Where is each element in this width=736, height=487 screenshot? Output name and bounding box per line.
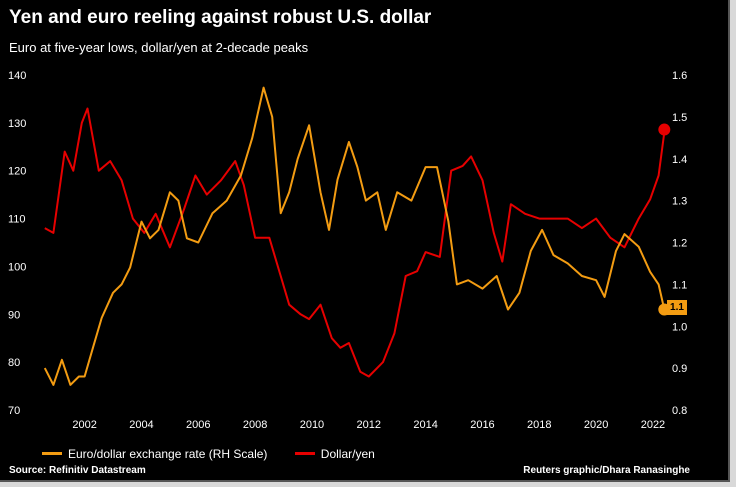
x-tick-label: 2022	[641, 419, 665, 431]
y-right-tick-label: 1.1	[672, 279, 687, 291]
y-left-tick-label: 100	[8, 261, 26, 273]
eurusd-series-line	[43, 86, 666, 386]
y-right-tick-label: 1.3	[672, 196, 687, 208]
legend-item-usdjpy: Dollar/yen	[294, 446, 375, 461]
x-tick-label: 2002	[72, 419, 96, 431]
x-tick-label: 2004	[129, 419, 153, 431]
legend-swatch-eurusd	[42, 452, 62, 455]
y-right-tick-label: 0.9	[672, 363, 687, 375]
x-tick-label: 2018	[527, 419, 551, 431]
chart-subtitle: Euro at five-year lows, dollar/yen at 2-…	[9, 40, 309, 55]
y-right-tick-label: 0.8	[672, 405, 687, 417]
x-axis: 2002 2004 2006 2008 2010 2012 2014 2016 2018 2020…	[72, 419, 665, 431]
source-note: Source: Refinitiv Datastream	[9, 465, 146, 476]
y-left-tick-label: 110	[8, 214, 26, 226]
y-left-tick-label: 140	[8, 70, 26, 82]
y-left-tick-label: 120	[8, 166, 26, 178]
x-tick-label: 2006	[186, 419, 210, 431]
legend: Euro/dollar exchange rate (RH Scale) Dol…	[42, 444, 399, 461]
right-axis: 0.8 0.9 1.0 1.1 1.2 1.3 1.4 1.5 1.6	[672, 70, 687, 417]
usdjpy-end-marker	[658, 123, 671, 136]
credit-note: Reuters graphic/Dhara Ranasinghe	[523, 465, 690, 476]
y-right-tick-label: 1.2	[672, 238, 687, 250]
legend-swatch-usdjpy	[294, 452, 315, 455]
x-tick-label: 2012	[357, 419, 381, 431]
x-tick-label: 2010	[300, 419, 324, 431]
x-tick-label: 2014	[413, 419, 437, 431]
eurusd-last-value-badge: 1.1	[667, 300, 687, 315]
y-left-tick-label: 130	[8, 118, 26, 130]
y-right-tick-label: 1.0	[672, 321, 687, 333]
y-left-tick-label: 70	[8, 405, 20, 417]
legend-label-eurusd: Euro/dollar exchange rate (RH Scale)	[68, 446, 268, 461]
x-tick-label: 2020	[584, 419, 608, 431]
y-right-tick-label: 1.5	[672, 112, 687, 124]
legend-item-eurusd: Euro/dollar exchange rate (RH Scale)	[42, 447, 267, 461]
y-left-tick-label: 90	[8, 309, 20, 321]
series-lines	[43, 86, 666, 386]
legend-label-usdjpy: Dollar/yen	[320, 446, 375, 461]
x-tick-label: 2016	[470, 419, 494, 431]
usdjpy-series-line	[44, 107, 666, 378]
left-axis: 70 80 90 100 110 120 130 140	[8, 70, 26, 417]
y-right-tick-label: 1.6	[672, 70, 687, 82]
x-tick-label: 2008	[243, 419, 267, 431]
y-right-tick-label: 1.4	[672, 154, 687, 166]
chart-title: Yen and euro reeling against robust U.S.…	[9, 7, 432, 28]
chart-svg: 70 80 90 100 110 120 130 140 0.8 0.9 1.0 1.1 1.2 1.3…	[8, 70, 687, 431]
y-left-tick-label: 80	[8, 357, 20, 369]
